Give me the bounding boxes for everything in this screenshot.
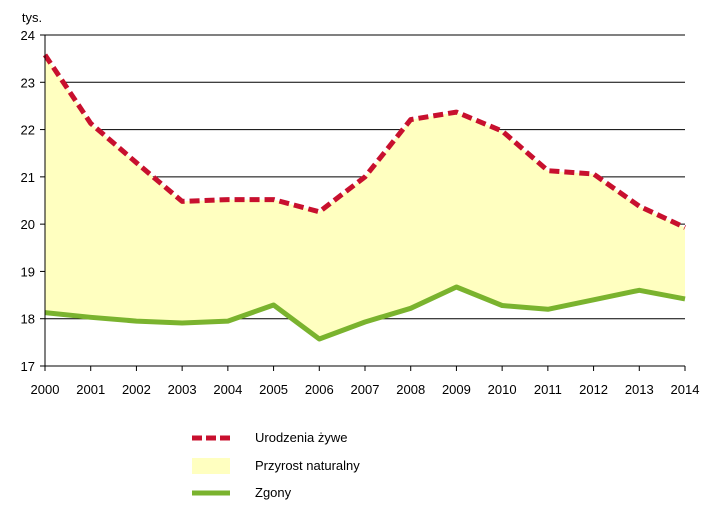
y-tick-label: 21	[21, 170, 35, 185]
x-tick-label: 2009	[442, 382, 471, 397]
x-tick-label: 2003	[168, 382, 197, 397]
x-tick-label: 2000	[31, 382, 60, 397]
area-layer	[45, 54, 685, 340]
y-axis-label: tys.	[22, 10, 42, 25]
y-tick-label: 24	[21, 28, 35, 43]
series-lines	[42, 53, 687, 342]
y-tick-label: 22	[21, 123, 35, 138]
x-tick-label: 2004	[213, 382, 242, 397]
x-tick-label: 2005	[259, 382, 288, 397]
legend-swatch-przyrost	[192, 458, 230, 474]
y-tick-label: 18	[21, 312, 35, 327]
y-tick-label: 19	[21, 264, 35, 279]
series-line-urodzenia-zywe	[42, 53, 687, 230]
legend-label: Przyrost naturalny	[255, 458, 360, 473]
x-tick-label: 2007	[351, 382, 380, 397]
series-line-zgony	[44, 284, 686, 342]
legend: Urodzenia żywe Przyrost naturalny Zgony	[192, 430, 360, 500]
x-tick-label: 2006	[305, 382, 334, 397]
legend-label: Urodzenia żywe	[255, 430, 348, 445]
x-tick-labels: 2000 2001 2002 2003 2004 2005 2006 2007 2008 2009…	[31, 382, 700, 397]
x-tick-label: 2014	[671, 382, 700, 397]
x-tick-label: 2001	[76, 382, 105, 397]
axes	[40, 34, 686, 371]
y-tick-label: 17	[21, 359, 35, 374]
area-przyrost-naturalny	[45, 54, 685, 340]
x-tick-label: 2012	[579, 382, 608, 397]
x-tick-label: 2008	[396, 382, 425, 397]
x-tick-label: 2013	[625, 382, 654, 397]
y-tick-label: 23	[21, 75, 35, 90]
x-tick-label: 2002	[122, 382, 151, 397]
y-tick-label: 20	[21, 217, 35, 232]
legend-label: Zgony	[255, 485, 292, 500]
x-tick-label: 2010	[488, 382, 517, 397]
x-tick-label: 2011	[534, 382, 562, 397]
y-tick-labels: 17 18 19 20 21 22 23 24	[21, 28, 35, 374]
